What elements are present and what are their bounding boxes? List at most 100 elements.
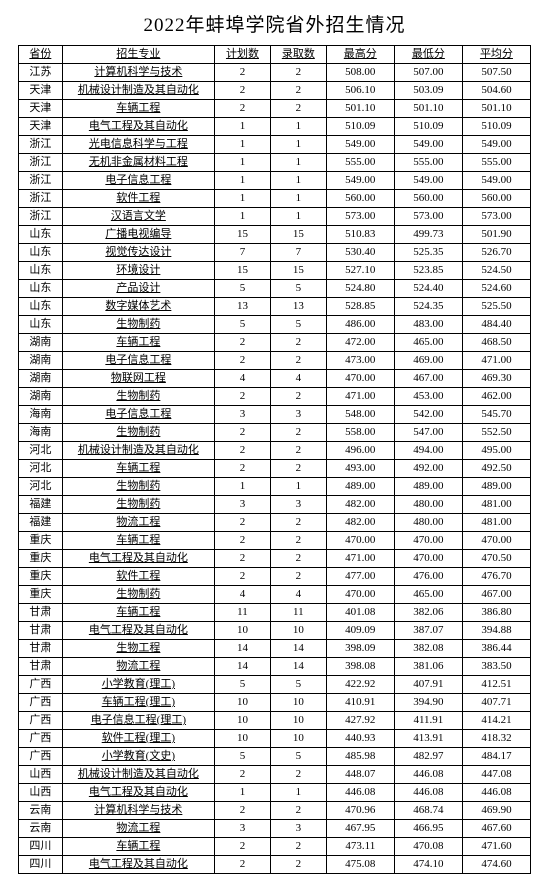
table-cell: 软件工程	[62, 190, 214, 208]
table-cell: 549.00	[394, 136, 462, 154]
table-cell: 2	[215, 856, 271, 874]
table-cell: 车辆工程(理工)	[62, 694, 214, 712]
table-cell: 507.50	[462, 64, 530, 82]
table-cell: 1	[215, 208, 271, 226]
table-cell: 物流工程	[62, 514, 214, 532]
header-plan: 计划数	[215, 46, 271, 64]
table-cell: 小学教育(理工)	[62, 676, 214, 694]
table-cell: 485.98	[326, 748, 394, 766]
table-cell: 386.44	[462, 640, 530, 658]
table-cell: 510.09	[394, 118, 462, 136]
table-cell: 3	[270, 496, 326, 514]
table-cell: 11	[215, 604, 271, 622]
table-cell: 501.10	[326, 100, 394, 118]
table-cell: 549.00	[326, 172, 394, 190]
table-cell: 机械设计制造及其自动化	[62, 442, 214, 460]
table-cell: 382.08	[394, 640, 462, 658]
table-cell: 2	[270, 352, 326, 370]
table-cell: 527.10	[326, 262, 394, 280]
table-cell: 2	[270, 460, 326, 478]
table-cell: 机械设计制造及其自动化	[62, 82, 214, 100]
table-cell: 湖南	[19, 388, 63, 406]
table-cell: 501.10	[394, 100, 462, 118]
table-cell: 生物制药	[62, 388, 214, 406]
table-cell: 492.00	[394, 460, 462, 478]
header-min: 最低分	[394, 46, 462, 64]
table-cell: 15	[215, 262, 271, 280]
table-cell: 电气工程及其自动化	[62, 856, 214, 874]
table-cell: 10	[215, 622, 271, 640]
table-cell: 2	[270, 82, 326, 100]
table-cell: 484.40	[462, 316, 530, 334]
table-cell: 470.96	[326, 802, 394, 820]
table-cell: 2	[215, 568, 271, 586]
table-row: 海南生物制药22558.00547.00552.50	[19, 424, 531, 442]
table-cell: 552.50	[462, 424, 530, 442]
table-cell: 573.00	[326, 208, 394, 226]
table-cell: 495.00	[462, 442, 530, 460]
table-cell: 海南	[19, 424, 63, 442]
table-cell: 471.60	[462, 838, 530, 856]
table-row: 甘肃生物工程1414398.09382.08386.44	[19, 640, 531, 658]
table-cell: 浙江	[19, 172, 63, 190]
table-row: 天津电气工程及其自动化11510.09510.09510.09	[19, 118, 531, 136]
table-cell: 410.91	[326, 694, 394, 712]
table-cell: 2	[270, 334, 326, 352]
table-cell: 14	[215, 658, 271, 676]
table-cell: 467.00	[394, 370, 462, 388]
table-cell: 2	[270, 766, 326, 784]
table-cell: 560.00	[462, 190, 530, 208]
table-cell: 2	[215, 388, 271, 406]
table-cell: 机械设计制造及其自动化	[62, 766, 214, 784]
table-cell: 车辆工程	[62, 604, 214, 622]
table-cell: 重庆	[19, 550, 63, 568]
table-cell: 5	[270, 748, 326, 766]
table-cell: 412.51	[462, 676, 530, 694]
table-cell: 4	[270, 586, 326, 604]
table-cell: 470.08	[394, 838, 462, 856]
table-cell: 湖南	[19, 370, 63, 388]
table-cell: 海南	[19, 406, 63, 424]
table-cell: 2	[215, 424, 271, 442]
table-cell: 2	[215, 64, 271, 82]
table-cell: 14	[270, 658, 326, 676]
table-cell: 486.00	[326, 316, 394, 334]
table-cell: 524.50	[462, 262, 530, 280]
table-cell: 车辆工程	[62, 460, 214, 478]
table-cell: 10	[215, 694, 271, 712]
table-cell: 5	[270, 676, 326, 694]
table-cell: 496.00	[326, 442, 394, 460]
table-cell: 1	[270, 136, 326, 154]
table-cell: 电子信息工程(理工)	[62, 712, 214, 730]
table-row: 广西软件工程(理工)1010440.93413.91418.32	[19, 730, 531, 748]
table-cell: 电子信息工程	[62, 172, 214, 190]
table-cell: 1	[270, 190, 326, 208]
table-cell: 409.09	[326, 622, 394, 640]
table-cell: 470.00	[326, 532, 394, 550]
table-cell: 2	[215, 100, 271, 118]
table-cell: 528.85	[326, 298, 394, 316]
table-cell: 3	[270, 820, 326, 838]
table-cell: 生物制药	[62, 478, 214, 496]
table-cell: 河北	[19, 442, 63, 460]
table-cell: 电气工程及其自动化	[62, 118, 214, 136]
table-row: 甘肃电气工程及其自动化1010409.09387.07394.88	[19, 622, 531, 640]
table-cell: 492.50	[462, 460, 530, 478]
table-cell: 560.00	[394, 190, 462, 208]
table-cell: 394.88	[462, 622, 530, 640]
table-cell: 524.40	[394, 280, 462, 298]
table-cell: 1	[270, 118, 326, 136]
table-cell: 2	[215, 442, 271, 460]
table-cell: 1	[270, 208, 326, 226]
table-cell: 558.00	[326, 424, 394, 442]
page-title: 2022年蚌埠学院省外招生情况	[18, 10, 531, 37]
table-cell: 2	[270, 532, 326, 550]
table-cell: 4	[215, 586, 271, 604]
table-cell: 14	[270, 640, 326, 658]
table-cell: 3	[215, 496, 271, 514]
table-cell: 小学教育(文史)	[62, 748, 214, 766]
table-cell: 1	[215, 784, 271, 802]
table-cell: 山东	[19, 298, 63, 316]
table-cell: 2	[270, 388, 326, 406]
table-cell: 山东	[19, 316, 63, 334]
